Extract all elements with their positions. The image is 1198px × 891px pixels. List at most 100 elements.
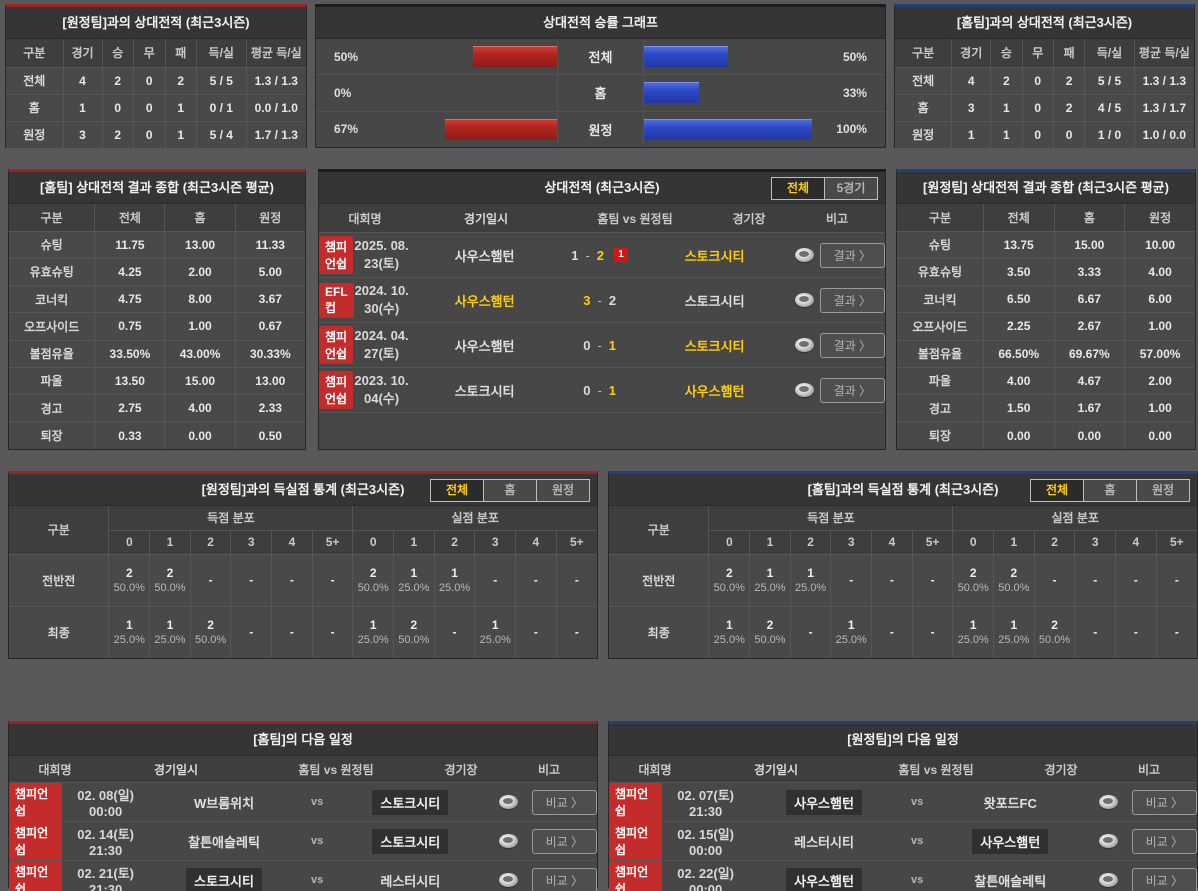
stadium-icon[interactable] [498, 834, 518, 848]
compare-button[interactable]: 비교 〉 [531, 867, 597, 891]
tab-home[interactable]: 홈 [483, 480, 536, 501]
col-header: 홈팀 vs 원정팀 [298, 762, 374, 777]
league-badge: EFL컵 [319, 282, 354, 318]
stadium-icon[interactable] [795, 248, 815, 262]
dist-vs-home-table: 구분 득점 분포 실점 분포 0 1 2 3 4 5+ 0 1 2 3 4 5+ 전반전 2 50.0… [608, 505, 1198, 659]
result-button[interactable]: 결과 〉 [819, 377, 885, 403]
compare-button[interactable]: 비교 〉 [531, 828, 597, 854]
chart-row-total: 50% 전체 50% [316, 39, 885, 76]
tab-all[interactable]: 전체 [1031, 480, 1083, 501]
col-header: 원정 [1124, 203, 1196, 232]
panel-title: [원정팀]과의 득실점 통계 (최근3시즌) 전체 홈 원정 [9, 474, 597, 506]
left-percent-label: 0% [334, 85, 352, 100]
goal-col: 3 [230, 529, 273, 555]
match-date: 2025. 08. 23(토) [354, 238, 409, 271]
stadium-icon[interactable] [1098, 873, 1118, 887]
compare-button[interactable]: 비교 〉 [1131, 828, 1197, 854]
compare-button[interactable]: 비교 〉 [1131, 867, 1197, 891]
panel-title-text: [홈팀]과의 득실점 통계 (최근3시즌) [807, 482, 999, 497]
dist-cell: - [230, 605, 273, 659]
table-row: 코너킥 6.50 6.67 6.00 [896, 284, 1196, 314]
empty-area [319, 413, 885, 449]
panel-schedule-home: [홈팀]의 다음 일정 대회명 경기일시 홈팀 vs 원정팀 경기장 비고 챔피… [8, 721, 598, 891]
right-percent-label: 33% [842, 85, 867, 100]
dist-cell: - [1033, 553, 1076, 607]
col-header: 평균 득/실 [1133, 38, 1195, 68]
dist-cell: - [311, 605, 354, 659]
tab-away[interactable]: 원정 [536, 480, 589, 501]
chart-category-label: 홈 [557, 75, 644, 111]
dist-cell: - [1074, 553, 1117, 607]
schedule-row: 챔피언쉽 02. 08(일) 00:00 W브롬위치 vs 스토크시티 비교 〉 [9, 783, 597, 822]
right-percent-label: 50% [842, 49, 867, 64]
col-header: 홈팀 vs 원정팀 [597, 211, 673, 226]
dist-cell: 1 25.0% [749, 553, 791, 607]
chart-row-away: 67% 원정 100% [316, 111, 885, 147]
dist-cell: - [555, 605, 598, 659]
home-bar [444, 118, 558, 140]
tab-all[interactable]: 전체 [431, 480, 483, 501]
stadium-icon[interactable] [795, 293, 815, 307]
dist-away-tab-group: 전체 홈 원정 [430, 479, 590, 502]
home-score: 1 [571, 247, 579, 263]
table-row: 파울 13.50 15.00 13.00 [8, 366, 306, 396]
panel-title: [홈팀] 상대전적 결과 종합 (최근3시즌 평균) [9, 172, 305, 204]
match-date: 2023. 10. 04(수) [354, 373, 409, 406]
match-date: 02. 07(토) 21:30 [677, 788, 735, 819]
compare-button[interactable]: 비교 〉 [1131, 789, 1197, 815]
compare-button[interactable]: 비교 〉 [531, 789, 597, 815]
tab-all[interactable]: 전체 [772, 178, 824, 199]
dist-home-tab-group: 전체 홈 원정 [1030, 479, 1190, 502]
table-row: 최종 1 25.0% 1 25.0% 2 50.0% - - - 1 25.0% 2 50… [8, 605, 598, 659]
panel-record-vs-home: [홈팀]과의 상대전적 (최근3시즌) 구분 경기 승 무 패 득/실 평균 득… [894, 4, 1195, 149]
goal-col: 2 [1033, 529, 1076, 555]
goal-col: 1 [393, 529, 435, 555]
stadium-icon[interactable] [795, 383, 815, 397]
col-header: 대회명 [638, 762, 672, 777]
col-header: 경기일시 [463, 211, 509, 226]
h2h-row: 챔피언쉽 2023. 10. 04(수) 스토크시티 0-1 사우스햄턴 결과 … [319, 368, 885, 413]
col-header: 비고 [825, 211, 849, 226]
goal-col: 0 [108, 529, 151, 555]
table-row: 슈팅 13.75 15.00 10.00 [896, 230, 1196, 259]
result-button[interactable]: 결과 〉 [819, 242, 885, 268]
col-header: 득/실 [1084, 38, 1135, 68]
home-team-name: 사우스햄턴 [454, 293, 515, 309]
table-row: 전체 4 2 0 2 5 / 5 1.3 / 1.3 [894, 66, 1195, 95]
home-team-name: W브롬위치 [193, 795, 255, 811]
stadium-icon[interactable] [498, 795, 518, 809]
dist-cell: 2 50.0% [393, 605, 435, 659]
vs-label: vs [911, 874, 924, 886]
col-header: 원정 [234, 203, 306, 232]
dist-cell: - [230, 553, 273, 607]
stadium-icon[interactable] [795, 338, 815, 352]
result-button[interactable]: 결과 〉 [819, 287, 885, 313]
panel-title: [홈팀]의 다음 일정 [9, 724, 597, 756]
panel-title: 상대전적 (최근3시즌) 전체 5경기 [319, 172, 885, 204]
col-header: 경기일시 [153, 762, 199, 777]
goal-col: 0 [708, 529, 751, 555]
vs-label: vs [911, 796, 924, 808]
score-dash: - [585, 247, 590, 263]
tab-away[interactable]: 원정 [1136, 480, 1189, 501]
dist-cell: 2 50.0% [1033, 605, 1076, 659]
score-dash: - [597, 382, 602, 398]
col-header: 구분 [894, 38, 953, 68]
corner-header: 구분 [608, 505, 710, 555]
chart-row-home: 0% 홈 33% [316, 75, 885, 112]
corner-header: 구분 [8, 505, 110, 555]
table-row: 경고 2.75 4.00 2.33 [8, 393, 306, 423]
stadium-icon[interactable] [498, 873, 518, 887]
h2h-row: EFL컵 2024. 10. 30(수) 사우스햄턴 3-2 스토크시티 결과 … [319, 278, 885, 323]
stadium-icon[interactable] [1098, 834, 1118, 848]
result-button[interactable]: 결과 〉 [819, 332, 885, 358]
dist-cell: - [311, 553, 354, 607]
record-vs-home-table: 구분 경기 승 무 패 득/실 평균 득/실 전체 4 2 0 2 5 / 5 1.3 / … [894, 38, 1195, 149]
stadium-icon[interactable] [1098, 795, 1118, 809]
tab-5games[interactable]: 5경기 [824, 178, 877, 199]
col-header: 구분 [5, 38, 64, 68]
tab-home[interactable]: 홈 [1083, 480, 1136, 501]
goal-col: 5+ [311, 529, 354, 555]
